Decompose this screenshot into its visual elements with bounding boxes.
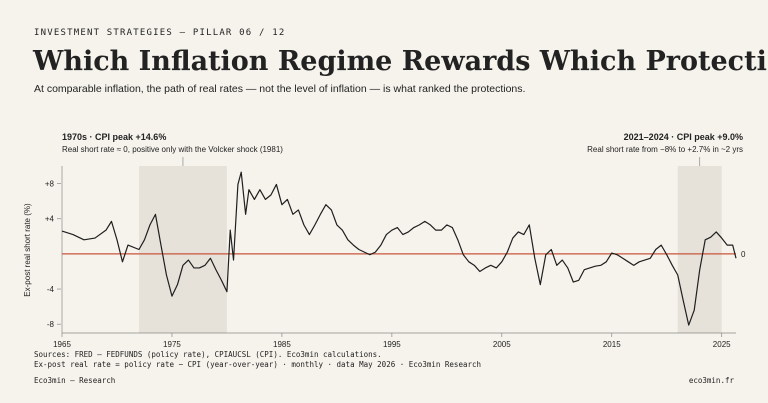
y-tick-label: +8 [45,180,55,189]
x-tick-label: 1965 [53,340,71,349]
sources: Sources: FRED — FEDFUNDS (policy rate), … [34,350,382,359]
y-axis-label: Ex-post real short rate (%) [23,203,32,297]
x-tick-label: 1975 [163,340,181,349]
annotation-title: 2021–2024 · CPI peak +9.0% [624,132,743,142]
y-tick-label: -8 [47,320,55,329]
annotation-text: Real short rate from −8% to +2.7% in ~2 … [587,145,743,154]
y-tick-label: -4 [47,285,55,294]
series-line [61,171,737,326]
x-tick-label: 2015 [603,340,621,349]
x-tick-label: 1985 [273,340,291,349]
zero-label: 0 [741,250,746,259]
x-tick-label: 2005 [493,340,511,349]
y-tick-label: +4 [45,215,55,224]
x-tick-label: 2025 [713,340,731,349]
chart-subtitle: At comparable inflation, the path of rea… [34,83,525,95]
x-tick-label: 1995 [383,340,401,349]
footer-left: Eco3min — Research [34,376,115,385]
note: Ex-post real rate = policy rate − CPI (y… [34,360,481,369]
annotation-text: Real short rate ≈ 0, positive only with … [62,145,283,154]
annotation-title: 1970s · CPI peak +14.6% [62,132,166,142]
shaded-range [138,166,227,333]
kicker: INVESTMENT STRATEGIES — PILLAR 06 / 12 [34,28,286,38]
chart-title: Which Inflation Regime Rewards Which Pro… [32,46,768,77]
shaded-range [677,166,722,333]
footer-right: eco3min.fr [689,376,735,385]
